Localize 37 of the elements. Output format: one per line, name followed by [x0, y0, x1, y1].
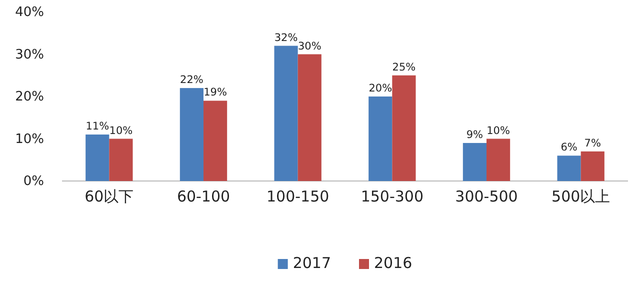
bar: [462, 142, 486, 181]
bar: [109, 138, 133, 181]
legend-label: 2017: [292, 254, 331, 272]
data-label: 32%: [274, 32, 298, 44]
x-tick-label: 100-150: [266, 188, 330, 206]
bar: [486, 138, 510, 181]
data-label: 20%: [368, 82, 392, 94]
data-label: 7%: [584, 137, 601, 150]
bar: [274, 46, 298, 181]
data-label: 25%: [392, 61, 416, 74]
x-tick-label: 500以上: [552, 188, 610, 206]
y-tick-label: 30%: [15, 47, 44, 62]
y-tick-label: 10%: [15, 132, 44, 147]
data-label: 30%: [298, 40, 322, 52]
bar: [392, 75, 416, 181]
data-label: 9%: [466, 128, 484, 141]
data-label: 19%: [204, 86, 227, 99]
y-tick-label: 40%: [15, 5, 44, 20]
bar: [368, 96, 392, 181]
x-tick-label: 300-500: [455, 188, 518, 206]
bar: [180, 88, 204, 181]
bar: [580, 151, 604, 181]
x-tick-label: 60-100: [176, 188, 230, 206]
bar: [86, 134, 110, 181]
data-label: 6%: [560, 142, 578, 154]
data-label: 11%: [86, 120, 110, 133]
legend-label: 2016: [374, 254, 412, 272]
bar: [204, 100, 228, 181]
data-label: 10%: [109, 124, 133, 137]
x-tick-label: 60以下: [84, 188, 134, 206]
y-tick-label: 0%: [23, 174, 44, 190]
x-tick-label: 150-300: [360, 188, 424, 206]
bar: [557, 156, 581, 181]
data-label: 10%: [486, 124, 510, 137]
y-tick-label: 20%: [15, 90, 44, 105]
data-label: 22%: [180, 74, 204, 86]
bar: [298, 54, 322, 181]
